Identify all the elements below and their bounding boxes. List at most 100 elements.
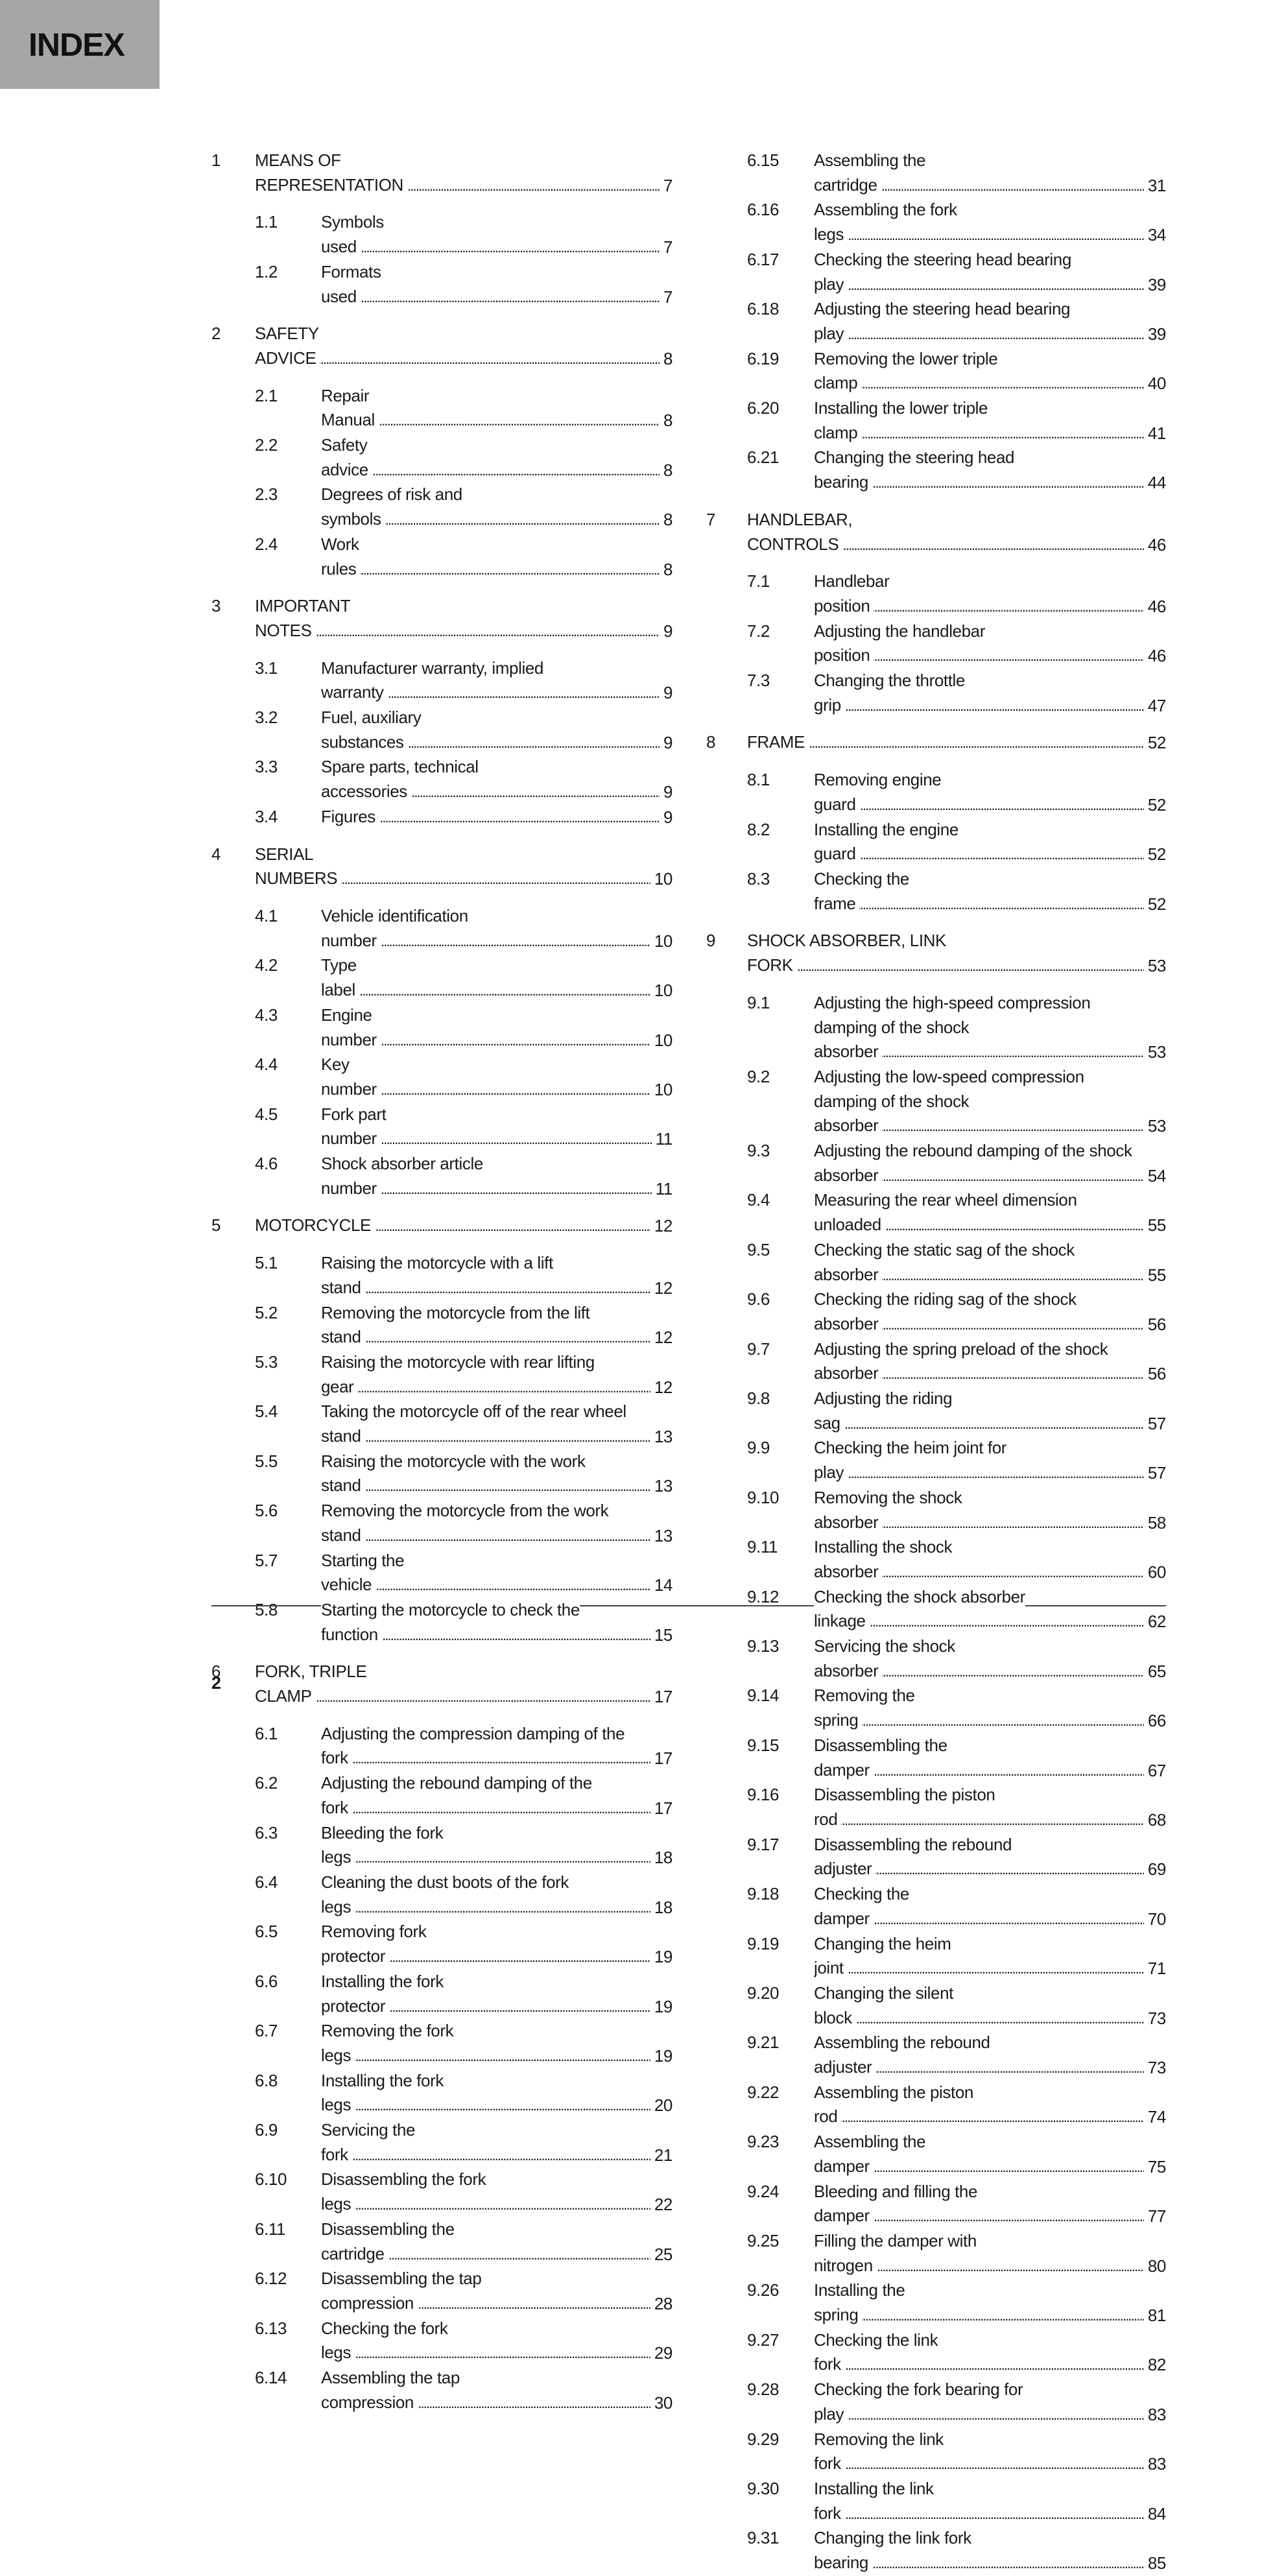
toc-section-entry[interactable]: 5.4 Taking the motorcycle off of the rear… xyxy=(211,1400,673,1449)
toc-section-entry[interactable]: 9.28 Checking the fork bearing for play 83 xyxy=(706,2378,1166,2427)
toc-section-entry[interactable]: 7.3 Changing the throttle grip 47 xyxy=(706,669,1166,719)
toc-section-entry[interactable]: 6.13 Checking the fork legs 29 xyxy=(211,2317,673,2367)
toc-section-entry[interactable]: 4.3 Engine number 10 xyxy=(211,1003,673,1053)
toc-section-entry[interactable]: 9.6 Checking the riding sag of the shock … xyxy=(706,1287,1166,1337)
toc-section-entry[interactable]: 9.20 Changing the silent block 73 xyxy=(706,1981,1166,2031)
toc-section-entry[interactable]: 6.19 Removing the lower triple clamp 40 xyxy=(706,347,1166,397)
toc-section-entry[interactable]: 9.9 Checking the heim joint for play 57 xyxy=(706,1436,1166,1486)
toc-section-entry[interactable]: 9.12 Checking the shock absorber linkage 6… xyxy=(706,1585,1166,1635)
toc-section-entry[interactable]: 6.16 Assembling the fork legs 34 xyxy=(706,198,1166,248)
toc-section-entry[interactable]: 3.1 Manufacturer warranty, implied warran… xyxy=(211,656,673,706)
toc-entry-number: 2.4 xyxy=(255,534,278,554)
toc-section-entry[interactable]: 5.7 Starting the vehicle 14 xyxy=(211,1549,673,1598)
toc-section-entry[interactable]: 9.3 Adjusting the rebound damping of the … xyxy=(706,1139,1166,1189)
toc-section-entry[interactable]: 3.4 Figures 9 xyxy=(211,805,673,830)
toc-section-entry[interactable]: 4.6 Shock absorber article number 11 xyxy=(211,1152,673,1202)
toc-section-entry[interactable]: 9.14 Removing the spring 66 xyxy=(706,1684,1166,1734)
toc-section-entry[interactable]: 6.2 Adjusting the rebound damping of the … xyxy=(211,1771,673,1821)
toc-section-entry[interactable]: 6.6 Installing the fork protector 19 xyxy=(211,1970,673,2020)
toc-section-entry[interactable]: 6.3 Bleeding the fork legs 18 xyxy=(211,1821,673,1870)
toc-section-entry[interactable]: 8.3 Checking the frame 52 xyxy=(706,867,1166,917)
toc-section-entry[interactable]: 9.30 Installing the link fork 84 xyxy=(706,2477,1166,2527)
toc-entry-number: 4.6 xyxy=(255,1154,278,1174)
toc-chapter-entry[interactable]: 6 FORK, TRIPLE CLAMP 17 xyxy=(211,1660,673,1710)
toc-section-entry[interactable]: 4.2 Type label 10 xyxy=(211,953,673,1003)
toc-section-entry[interactable]: 4.1 Vehicle identification number 10 xyxy=(211,904,673,954)
toc-section-entry[interactable]: 2.3 Degrees of risk and symbols 8 xyxy=(211,483,673,532)
toc-section-entry[interactable]: 6.20 Installing the lower triple clamp 41 xyxy=(706,396,1166,446)
toc-section-entry[interactable]: 9.22 Assembling the piston rod 74 xyxy=(706,2081,1166,2130)
toc-section-entry[interactable]: 9.24 Bleeding and filling the damper 77 xyxy=(706,2180,1166,2229)
toc-section-entry[interactable]: 6.4 Cleaning the dust boots of the fork l… xyxy=(211,1870,673,1920)
toc-section-entry[interactable]: 2.2 Safety advice 8 xyxy=(211,433,673,483)
toc-section-entry[interactable]: 9.16 Disassembling the piston rod 68 xyxy=(706,1783,1166,1833)
toc-section-entry[interactable]: 9.27 Checking the link fork 82 xyxy=(706,2328,1166,2378)
toc-section-entry[interactable]: 2.4 Work rules 8 xyxy=(211,532,673,582)
toc-entry-number: 9.8 xyxy=(747,1389,770,1409)
toc-section-entry[interactable]: 9.4 Measuring the rear wheel dimension un… xyxy=(706,1188,1166,1238)
toc-section-entry[interactable]: 8.1 Removing engine guard 52 xyxy=(706,768,1166,818)
toc-section-entry[interactable]: 5.8 Starting the motorcycle to check the … xyxy=(211,1598,673,1648)
toc-entry-title-leader: SAFETY ADVICE xyxy=(255,322,673,371)
toc-section-entry[interactable]: 9.7 Adjusting the spring preload of the s… xyxy=(706,1337,1166,1387)
toc-section-entry[interactable]: 9.11 Installing the shock absorber 60 xyxy=(706,1535,1166,1585)
toc-chapter-entry[interactable]: 9 SHOCK ABSORBER, LINK FORK 53 xyxy=(706,929,1166,979)
toc-section-entry[interactable]: 5.6 Removing the motorcycle from the work… xyxy=(211,1499,673,1549)
toc-entry-title-leader: Installing the link fork xyxy=(814,2477,1166,2526)
toc-section-entry[interactable]: 3.2 Fuel, auxiliary substances 9 xyxy=(211,706,673,756)
toc-section-entry[interactable]: 6.17 Checking the steering head bearing p… xyxy=(706,248,1166,298)
toc-section-entry[interactable]: 9.19 Changing the heim joint 71 xyxy=(706,1932,1166,1981)
toc-section-entry[interactable]: 2.1 Repair Manual 8 xyxy=(211,384,673,434)
toc-section-entry[interactable]: 9.23 Assembling the damper 75 xyxy=(706,2130,1166,2180)
toc-section-entry[interactable]: 6.10 Disassembling the fork legs 22 xyxy=(211,2167,673,2217)
toc-section-entry[interactable]: 4.5 Fork part number 11 xyxy=(211,1103,673,1152)
toc-section-entry[interactable]: 6.9 Servicing the fork 21 xyxy=(211,2118,673,2168)
toc-section-entry[interactable]: 9.17 Disassembling the rebound adjuster 69 xyxy=(706,1833,1166,1883)
toc-chapter-entry[interactable]: 5 MOTORCYCLE 12 xyxy=(211,1213,673,1239)
toc-section-entry[interactable]: 9.10 Removing the shock absorber 58 xyxy=(706,1486,1166,1536)
toc-entry-title-leader: Adjusting the rebound damping of the for… xyxy=(321,1771,673,1820)
toc-section-entry[interactable]: 9.26 Installing the spring 81 xyxy=(706,2278,1166,2328)
toc-chapter-entry[interactable]: 2 SAFETY ADVICE 8 xyxy=(211,322,673,372)
toc-section-entry[interactable]: 5.1 Raising the motorcycle with a lift st… xyxy=(211,1251,673,1301)
toc-section-entry[interactable]: 7.2 Adjusting the handlebar position 46 xyxy=(706,619,1166,669)
toc-section-entry[interactable]: 5.2 Removing the motorcycle from the lift… xyxy=(211,1301,673,1350)
toc-section-entry[interactable]: 5.5 Raising the motorcycle with the work … xyxy=(211,1449,673,1499)
toc-section-entry[interactable]: 3.3 Spare parts, technical accessories 9 xyxy=(211,755,673,805)
toc-section-entry[interactable]: 9.8 Adjusting the riding sag 57 xyxy=(706,1387,1166,1437)
toc-section-entry[interactable]: 9.18 Checking the damper 70 xyxy=(706,1882,1166,1932)
toc-section-entry[interactable]: 9.15 Disassembling the damper 67 xyxy=(706,1734,1166,1783)
toc-chapter-entry[interactable]: 3 IMPORTANT NOTES 9 xyxy=(211,594,673,644)
toc-section-entry[interactable]: 9.2 Adjusting the low-speed compression d… xyxy=(706,1065,1166,1139)
toc-section-entry[interactable]: 6.18 Adjusting the steering head bearing … xyxy=(706,297,1166,347)
toc-section-entry[interactable]: 6.15 Assembling the cartridge 31 xyxy=(706,149,1166,198)
toc-section-entry[interactable]: 6.5 Removing fork protector 19 xyxy=(211,1920,673,1970)
toc-section-entry[interactable]: 8.2 Installing the engine guard 52 xyxy=(706,818,1166,867)
toc-section-entry[interactable]: 1.2 Formats used 7 xyxy=(211,260,673,310)
toc-section-entry[interactable]: 6.21 Changing the steering head bearing 44 xyxy=(706,446,1166,495)
toc-section-entry[interactable]: 6.11 Disassembling the cartridge 25 xyxy=(211,2217,673,2267)
toc-chapter-entry[interactable]: 4 SERIAL NUMBERS 10 xyxy=(211,842,673,892)
toc-section-entry[interactable]: 5.3 Raising the motorcycle with rear lift… xyxy=(211,1350,673,1400)
toc-entry-page: 83 xyxy=(1143,2452,1166,2477)
toc-section-entry[interactable]: 9.31 Changing the link fork bearing 85 xyxy=(706,2526,1166,2576)
toc-section-entry[interactable]: 9.21 Assembling the rebound adjuster 73 xyxy=(706,2031,1166,2081)
toc-entry-title: Removing the motorcycle from the work st… xyxy=(321,1501,609,1545)
toc-section-entry[interactable]: 9.29 Removing the link fork 83 xyxy=(706,2427,1166,2477)
toc-section-entry[interactable]: 9.5 Checking the static sag of the shock … xyxy=(706,1238,1166,1288)
toc-chapter-entry[interactable]: 7 HANDLEBAR, CONTROLS 46 xyxy=(706,508,1166,558)
toc-section-entry[interactable]: 6.7 Removing the fork legs 19 xyxy=(211,2019,673,2069)
toc-section-entry[interactable]: 6.14 Assembling the tap compression 30 xyxy=(211,2366,673,2416)
toc-section-entry[interactable]: 9.13 Servicing the shock absorber 65 xyxy=(706,1634,1166,1684)
toc-section-entry[interactable]: 4.4 Key number 10 xyxy=(211,1053,673,1103)
toc-chapter-entry[interactable]: 1 MEANS OF REPRESENTATION 7 xyxy=(211,149,673,198)
toc-section-entry[interactable]: 6.8 Installing the fork legs 20 xyxy=(211,2069,673,2119)
toc-section-entry[interactable]: 6.1 Adjusting the compression damping of … xyxy=(211,1722,673,1772)
toc-section-entry[interactable]: 9.1 Adjusting the high-speed compression … xyxy=(706,991,1166,1065)
toc-entry-title: IMPORTANT NOTES xyxy=(255,596,351,640)
toc-section-entry[interactable]: 1.1 Symbols used 7 xyxy=(211,210,673,260)
toc-section-entry[interactable]: 6.12 Disassembling the tap compression 28 xyxy=(211,2267,673,2317)
toc-section-entry[interactable]: 9.25 Filling the damper with nitrogen 80 xyxy=(706,2229,1166,2279)
toc-chapter-entry[interactable]: 8 FRAME 52 xyxy=(706,730,1166,756)
toc-section-entry[interactable]: 7.1 Handlebar position 46 xyxy=(706,569,1166,619)
